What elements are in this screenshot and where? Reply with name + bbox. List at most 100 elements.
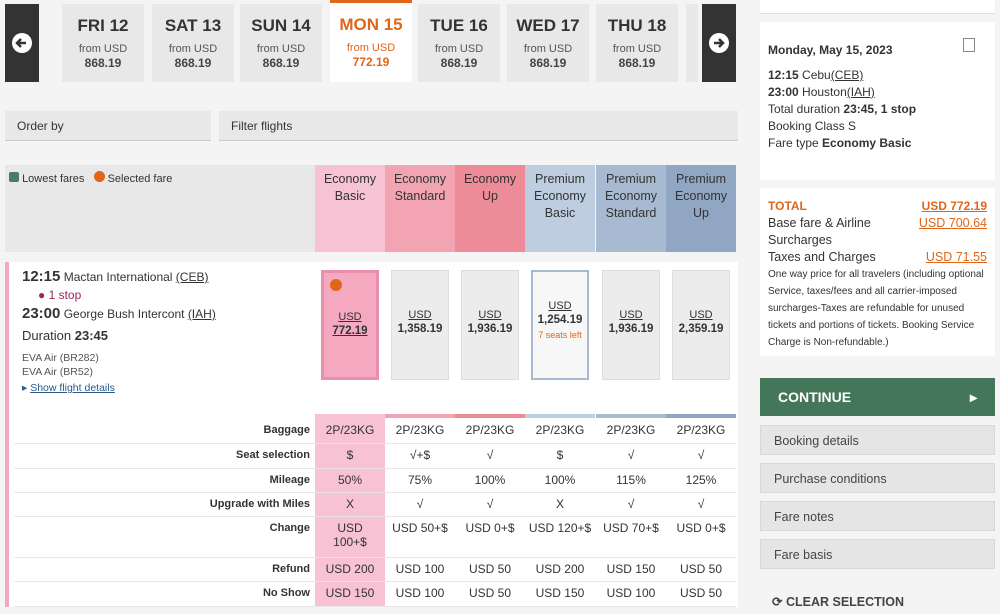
- action-link[interactable]: Purchase conditions: [760, 463, 995, 493]
- clear-selection[interactable]: ⟳ CLEAR SELECTION: [772, 595, 905, 609]
- duration-label: Total duration: [768, 102, 841, 116]
- duration-label: Duration: [22, 328, 72, 343]
- legend-lowest: Lowest fares: [22, 173, 85, 185]
- feature-value: 115%: [616, 473, 646, 487]
- date-tab[interactable]: SUN 14 from USD 868.19: [240, 4, 322, 82]
- fare-note: 7 seats left: [538, 330, 582, 340]
- lowest-icon: [9, 172, 19, 182]
- fare-class: Economy Up: [455, 165, 525, 252]
- selected-icon: [93, 171, 105, 182]
- column-strip: [525, 414, 595, 418]
- fare-type: Economy Basic: [822, 136, 912, 150]
- taxes: USD 71.55: [925, 250, 987, 264]
- arr-code: (IAH): [187, 307, 216, 321]
- fare-class: Premium Economy Basic: [525, 165, 595, 252]
- action-link[interactable]: Fare basis: [760, 539, 995, 569]
- segment-code: (IAH): [846, 85, 875, 99]
- segment-code: (CEB): [830, 68, 864, 82]
- feature-value: 2P/23KG: [676, 423, 726, 437]
- segment: 12:15 Cebu(CEB): [768, 67, 987, 84]
- fare-currency: USD: [338, 311, 362, 323]
- tab-from: from USD: [256, 43, 306, 55]
- continue-button[interactable]: CONTINUE ▸: [760, 378, 995, 416]
- date-tab[interactable]: WED 17 from USD 868.19: [507, 4, 589, 82]
- show-details[interactable]: Show flight details: [30, 382, 115, 394]
- fare-currency: USD: [689, 309, 713, 321]
- next-date[interactable]: [702, 4, 736, 82]
- prev-date[interactable]: [5, 4, 39, 82]
- base-label: Base fare & Airline Surcharges: [768, 216, 871, 247]
- feature-value: USD 50+$: [392, 521, 448, 535]
- fare-price: 1,358.19: [397, 323, 443, 335]
- legend-selected: Selected fare: [107, 173, 173, 185]
- legend: Lowest fares Selected fare: [5, 165, 315, 252]
- feature-value: USD 100: [395, 586, 445, 600]
- arr-time: 23:00: [22, 305, 61, 322]
- fare-price: 1,936.19: [608, 323, 654, 335]
- fare-currency: USD: [619, 309, 643, 321]
- tab-from: from USD: [78, 43, 128, 55]
- order-by[interactable]: Order by: [5, 111, 211, 141]
- feature-value: √: [486, 448, 494, 462]
- date-tab[interactable]: TUE 16 from USD 868.19: [418, 4, 500, 82]
- feature-value: USD 100+$: [333, 521, 367, 549]
- fare-price: 1,254.19: [537, 314, 583, 326]
- row-line: [14, 581, 736, 582]
- fare-box[interactable]: USD 1,936.19: [461, 270, 519, 380]
- arr-airport: George Bush Intercont: [63, 307, 185, 321]
- date-tab[interactable]: THU 18 from USD 868.19: [596, 4, 678, 82]
- stops: 1 stop: [48, 288, 82, 302]
- tab-price: 868.19: [174, 56, 212, 70]
- total-label: TOTAL: [768, 199, 807, 213]
- action-link[interactable]: Booking details: [760, 425, 995, 455]
- feature-value: √: [627, 497, 635, 511]
- date-tab[interactable]: FRI 12 from USD 868.19: [62, 4, 144, 82]
- fare-box[interactable]: USD 772.19: [321, 270, 379, 380]
- tab-price: 772.19: [352, 55, 390, 69]
- feature-value: USD 150: [606, 562, 656, 576]
- dep-time: 12:15: [22, 268, 61, 285]
- date-tab[interactable]: MON 15 from USD 772.19: [330, 0, 412, 82]
- feature-value: 100%: [474, 473, 506, 487]
- feature-value: USD 200: [325, 562, 375, 576]
- tab-price: 868.19: [84, 56, 122, 70]
- fare-class: Premium Economy Standard: [596, 165, 666, 252]
- feature-value: USD 70+$: [603, 521, 659, 535]
- dep-code: (CEB): [175, 270, 209, 284]
- fare-class: Economy Standard: [385, 165, 455, 252]
- taxes-label: Taxes and Charges: [768, 250, 876, 264]
- fare-type-label: Fare type: [768, 136, 819, 150]
- fare-box[interactable]: USD 1,936.19: [602, 270, 660, 380]
- row-line: [14, 468, 736, 469]
- tab-day: WED 17: [516, 16, 580, 35]
- feature-label: Upgrade with Miles: [209, 498, 310, 510]
- feature-value: √+$: [409, 448, 431, 462]
- delete-icon[interactable]: [963, 38, 975, 52]
- tab-edge: [686, 4, 698, 82]
- continue-label: CONTINUE: [778, 389, 852, 405]
- fare-box[interactable]: USD 2,359.19: [672, 270, 730, 380]
- legs: EVA Air (BR282) EVA Air (BR52): [22, 351, 312, 379]
- duration: 23:45: [74, 328, 109, 343]
- column-strip: [455, 414, 525, 418]
- feature-value: 2P/23KG: [325, 423, 375, 437]
- filter-flights[interactable]: Filter flights: [219, 111, 738, 141]
- feature-value: USD 150: [535, 586, 585, 600]
- feature-value: √: [627, 448, 635, 462]
- feature-value: USD 0+$: [465, 521, 515, 535]
- fare-box[interactable]: USD 1,254.19 7 seats left: [531, 270, 589, 380]
- date-tab[interactable]: SAT 13 from USD 868.19: [152, 4, 234, 82]
- fare-box[interactable]: USD 1,358.19: [391, 270, 449, 380]
- fare-price: 772.19: [332, 325, 368, 337]
- column-strip: [385, 414, 455, 418]
- filter-label: Filter flights: [231, 119, 293, 133]
- selected-column: [315, 418, 385, 607]
- feature-value: USD 0+$: [676, 521, 726, 535]
- leg: EVA Air (BR282): [22, 352, 99, 364]
- feature-value: USD 50: [468, 562, 512, 576]
- action-link[interactable]: Fare notes: [760, 501, 995, 531]
- feature-value: X: [555, 497, 564, 511]
- column-strip: [315, 414, 385, 418]
- feature-value: $: [346, 448, 354, 462]
- segment-time: 12:15: [768, 68, 799, 82]
